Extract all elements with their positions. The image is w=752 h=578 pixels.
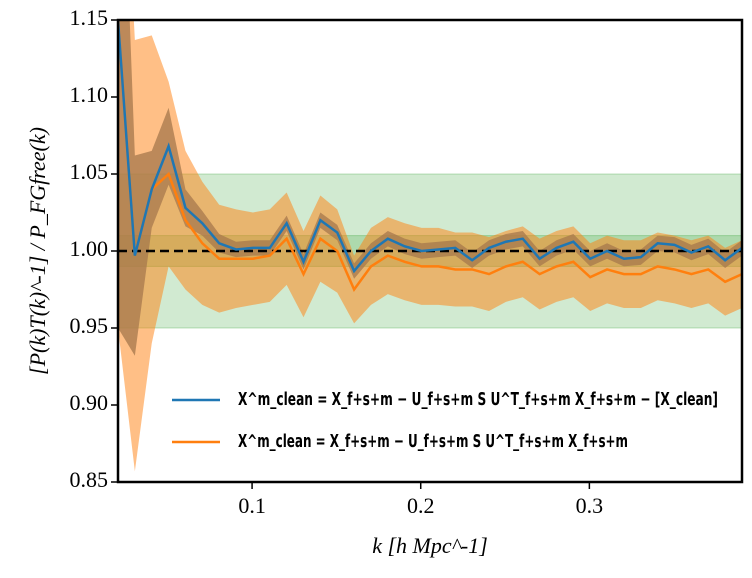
x-tick-label: 0.1 bbox=[238, 493, 266, 518]
y-tick-label: 1.10 bbox=[70, 82, 109, 107]
y-tick-label: 0.85 bbox=[70, 467, 109, 492]
x-tick-label: 0.3 bbox=[576, 493, 604, 518]
y-tick-label: 0.95 bbox=[70, 313, 109, 338]
y-tick-label: 1.00 bbox=[70, 236, 109, 261]
y-axis-label: [P(k)T(k)^-1] / P_FGfree(k) bbox=[25, 127, 50, 375]
error-band bbox=[118, 20, 742, 472]
legend-label: X^m_clean = X_f+s+m − U_f+s+m S U^T_f+s+… bbox=[238, 389, 718, 410]
plot-area bbox=[118, 20, 742, 472]
y-tick-label: 1.05 bbox=[70, 159, 109, 184]
y-tick-label: 1.15 bbox=[70, 5, 109, 30]
series-line bbox=[118, 20, 742, 274]
x-tick-label: 0.2 bbox=[407, 493, 435, 518]
x-axis-label: k [h Mpc^-1] bbox=[372, 533, 488, 558]
legend-label: X^m_clean = X_f+s+m − U_f+s+m S U^T_f+s+… bbox=[238, 431, 628, 452]
series-line bbox=[118, 20, 742, 292]
y-tick-label: 0.90 bbox=[70, 390, 109, 415]
